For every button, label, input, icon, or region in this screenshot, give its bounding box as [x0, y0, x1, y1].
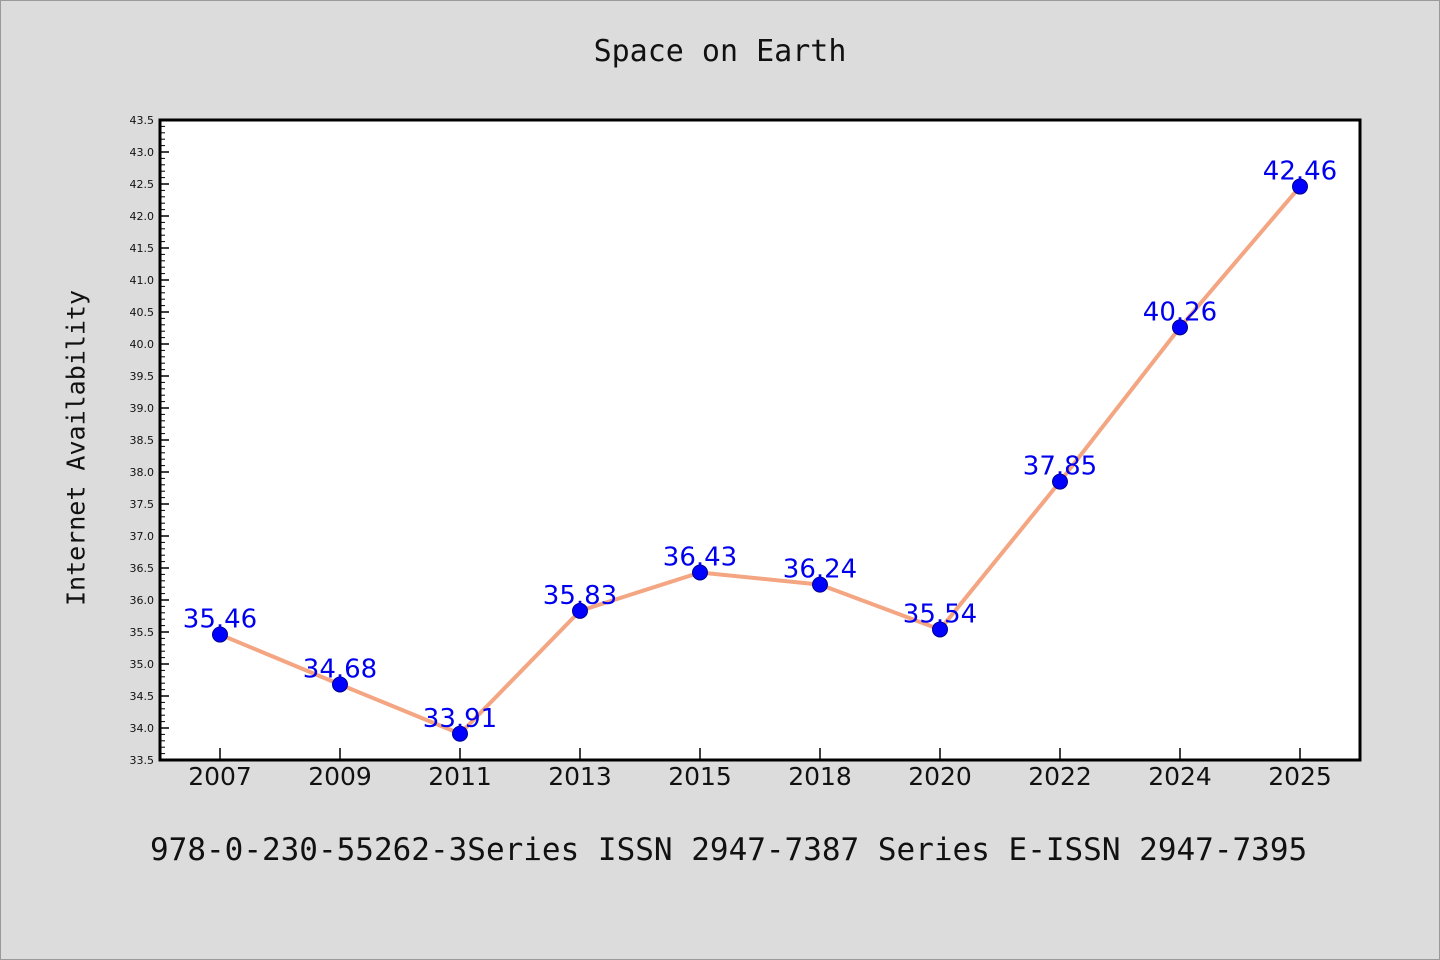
- x-tick-label: 2015: [668, 762, 732, 791]
- y-tick-label: 36.5: [130, 562, 155, 575]
- x-tick-label: 2009: [308, 762, 372, 791]
- x-tick-label: 2011: [428, 762, 492, 791]
- x-tick-label: 2020: [908, 762, 972, 791]
- data-point: [1172, 319, 1188, 336]
- x-tick-label: 2024: [1148, 762, 1212, 791]
- y-tick-label: 39.0: [130, 402, 155, 415]
- data-point: [932, 621, 948, 638]
- data-labels: 35.46 34.68 33.91 35.83 36.43 36.24 35.54 37.85…: [183, 157, 1337, 734]
- data-point: [1052, 473, 1068, 490]
- x-tick-label: 2022: [1028, 762, 1092, 791]
- data-label: 42.46: [1263, 157, 1337, 187]
- x-axis: 2007 2009 2011 2013 2015 2018 2020 2022 2024 2025: [188, 748, 1332, 791]
- data-label: 33.91: [423, 704, 497, 734]
- data-point: [332, 676, 348, 693]
- y-tick-label: 37.0: [130, 530, 155, 543]
- plot-frame: [158, 118, 1362, 762]
- data-point: [572, 602, 588, 619]
- y-tick-label: 33.5: [130, 754, 155, 767]
- y-tick-label: 41.5: [130, 242, 155, 255]
- data-label: 40.26: [1143, 297, 1217, 327]
- data-label: 35.46: [183, 605, 257, 635]
- series-line: [218, 184, 1302, 736]
- footer-isbn-text: 978-0-230-55262-3Series ISSN 2947-7387 S…: [150, 832, 1308, 868]
- y-tick-label: 36.0: [130, 594, 155, 607]
- data-label: 36.24: [783, 555, 857, 585]
- data-point: [1292, 178, 1308, 195]
- data-label: 35.83: [543, 581, 617, 611]
- y-tick-label: 42.0: [130, 210, 155, 223]
- y-tick-label: 38.5: [130, 434, 155, 447]
- y-tick-label: 42.5: [130, 178, 155, 191]
- data-point: [212, 626, 228, 643]
- plot-area: [160, 120, 1360, 760]
- y-tick-label: 41.0: [130, 274, 155, 287]
- x-tick-label: 2025: [1268, 762, 1332, 791]
- data-label: 35.54: [903, 599, 977, 629]
- data-label: 37.85: [1023, 452, 1097, 482]
- y-tick-label: 35.5: [130, 626, 155, 639]
- x-tick-label: 2018: [788, 762, 852, 791]
- y-tick-label: 38.0: [130, 466, 155, 479]
- y-tick-label: 43.0: [130, 146, 155, 159]
- data-point: [812, 576, 828, 593]
- data-point: [452, 725, 468, 742]
- y-tick-label: 37.5: [130, 498, 155, 511]
- data-point: [692, 564, 708, 581]
- x-tick-label: 2007: [188, 762, 252, 791]
- y-tick-label: 34.0: [130, 722, 155, 735]
- y-axis: 33.5 34.0 34.5 35.0 35.5 36.0 36.5 37.0 37.5 38.0…: [130, 114, 169, 767]
- y-tick-label: 43.5: [130, 114, 155, 127]
- y-tick-label: 39.5: [130, 370, 155, 383]
- data-points: [212, 178, 1308, 742]
- x-tick-label: 2013: [548, 762, 612, 791]
- data-label: 34.68: [303, 654, 377, 684]
- y-tick-label: 40.0: [130, 338, 155, 351]
- y-tick-label: 40.5: [130, 306, 155, 319]
- data-label: 36.43: [663, 542, 737, 572]
- chart-title: Space on Earth: [593, 34, 847, 69]
- y-tick-label: 35.0: [130, 658, 155, 671]
- y-tick-label: 34.5: [130, 690, 155, 703]
